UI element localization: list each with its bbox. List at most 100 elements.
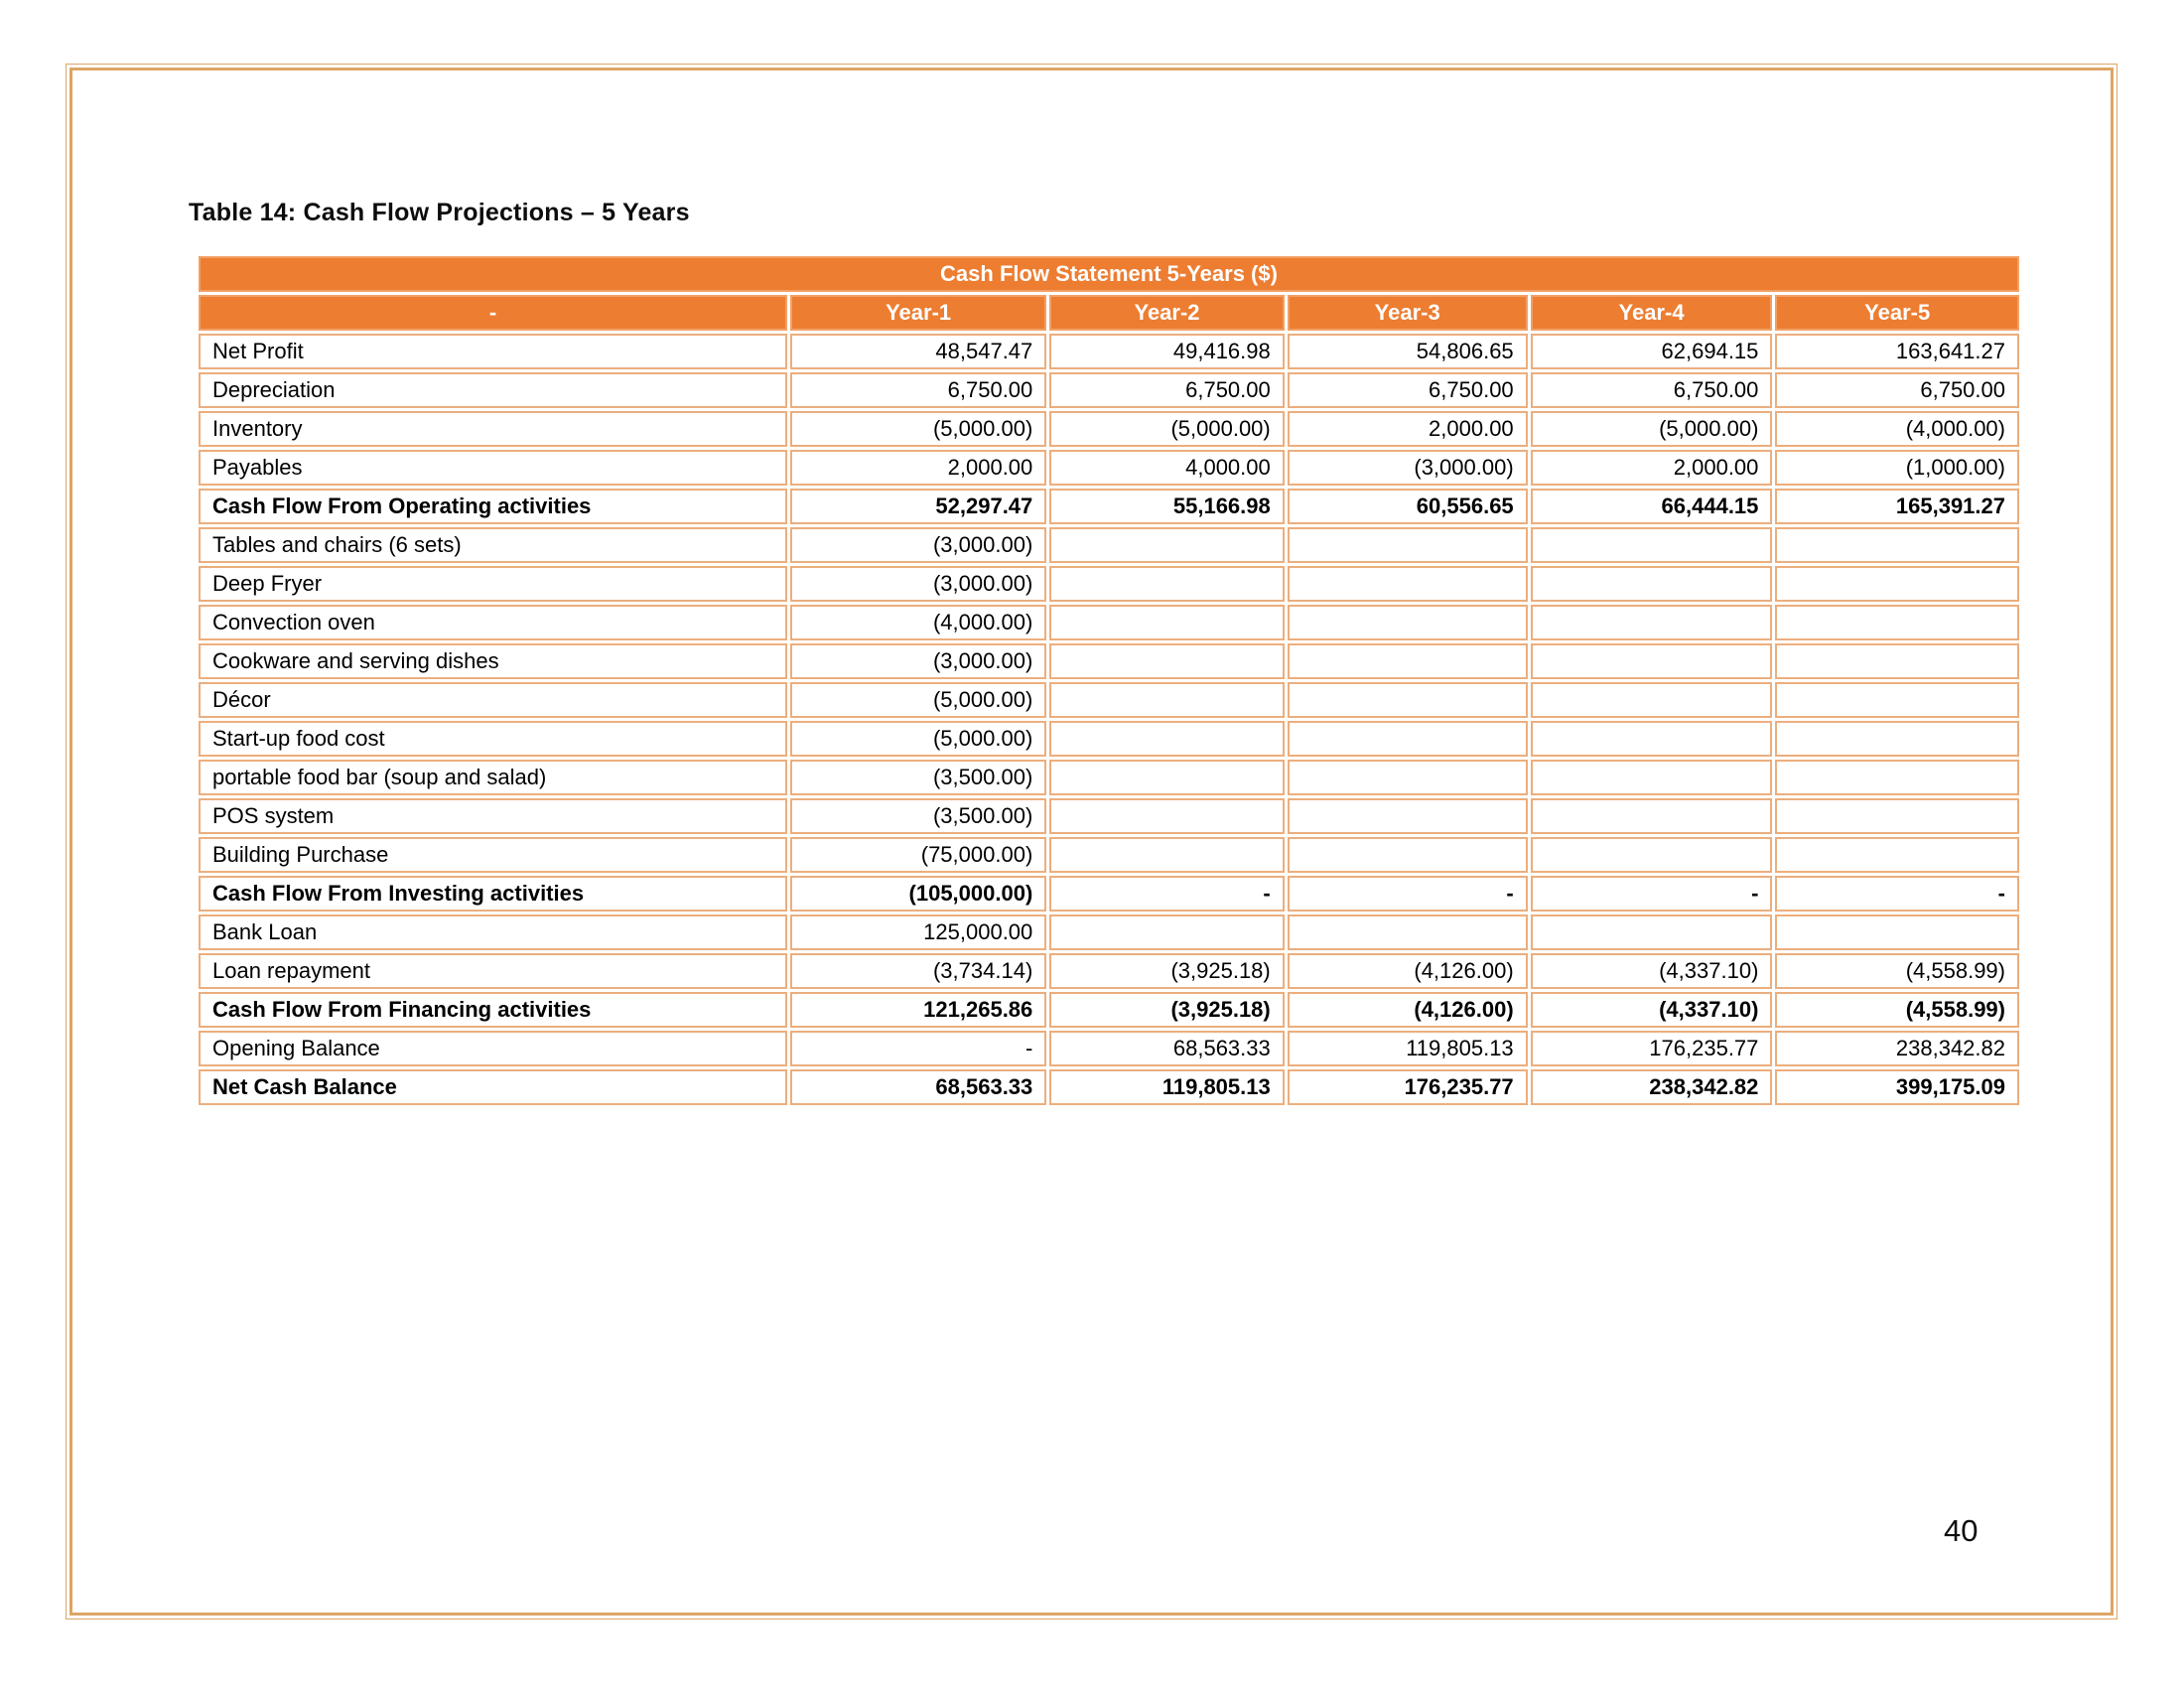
row-label: Cookware and serving dishes bbox=[199, 643, 787, 679]
row-value: 176,235.77 bbox=[1530, 1031, 1773, 1066]
row-value: (105,000.00) bbox=[789, 876, 1047, 912]
row-value bbox=[1287, 527, 1528, 563]
row-value: (4,337.10) bbox=[1530, 953, 1773, 989]
row-value: (3,734.14) bbox=[789, 953, 1047, 989]
row-value: (4,000.00) bbox=[789, 605, 1047, 640]
row-value bbox=[1530, 721, 1773, 757]
row-value bbox=[1530, 837, 1773, 873]
row-label: Payables bbox=[199, 450, 787, 486]
row-value: (4,000.00) bbox=[1775, 411, 2019, 447]
row-value bbox=[1775, 643, 2019, 679]
cash-flow-table: Cash Flow Statement 5-Years ($) - Year-1… bbox=[196, 253, 2022, 1108]
row-label: Décor bbox=[199, 682, 787, 718]
table-row: Cash Flow From Investing activities (105,… bbox=[199, 876, 2019, 912]
row-value bbox=[1287, 760, 1528, 795]
table-row: Inventory (5,000.00) (5,000.00) 2,000.00 (5,… bbox=[199, 411, 2019, 447]
row-value: 68,563.33 bbox=[789, 1069, 1047, 1105]
row-value: - bbox=[1287, 876, 1528, 912]
table-row: Cash Flow From Financing activities 121,2… bbox=[199, 992, 2019, 1028]
row-label: Loan repayment bbox=[199, 953, 787, 989]
row-value bbox=[1530, 760, 1773, 795]
row-value: 52,297.47 bbox=[789, 489, 1047, 524]
table-row: Tables and chairs (6 sets) (3,000.00) bbox=[199, 527, 2019, 563]
row-value: 125,000.00 bbox=[789, 914, 1047, 950]
row-label: Net Cash Balance bbox=[199, 1069, 787, 1105]
row-value: (4,558.99) bbox=[1775, 992, 2019, 1028]
row-value: - bbox=[1530, 876, 1773, 912]
row-value: 176,235.77 bbox=[1287, 1069, 1528, 1105]
row-value: (5,000.00) bbox=[789, 411, 1047, 447]
row-value: (3,000.00) bbox=[789, 566, 1047, 602]
table-row: Start-up food cost (5,000.00) bbox=[199, 721, 2019, 757]
column-header-year4: Year-4 bbox=[1530, 295, 1773, 331]
row-value: 6,750.00 bbox=[1530, 372, 1773, 408]
row-label: Deep Fryer bbox=[199, 566, 787, 602]
page-border-inner bbox=[69, 68, 2114, 1616]
row-label: Cash Flow From Investing activities bbox=[199, 876, 787, 912]
row-value: (5,000.00) bbox=[789, 721, 1047, 757]
row-value: - bbox=[789, 1031, 1047, 1066]
row-value: - bbox=[1049, 876, 1285, 912]
row-label: Tables and chairs (6 sets) bbox=[199, 527, 787, 563]
row-value bbox=[1530, 798, 1773, 834]
row-value: 119,805.13 bbox=[1287, 1031, 1528, 1066]
row-value: 4,000.00 bbox=[1049, 450, 1285, 486]
row-value: 6,750.00 bbox=[1049, 372, 1285, 408]
row-value: (75,000.00) bbox=[789, 837, 1047, 873]
row-value bbox=[1049, 527, 1285, 563]
row-value bbox=[1287, 914, 1528, 950]
row-value bbox=[1775, 914, 2019, 950]
column-header-year3: Year-3 bbox=[1287, 295, 1528, 331]
row-value: (3,500.00) bbox=[789, 798, 1047, 834]
page-number: 40 bbox=[1944, 1513, 1979, 1548]
row-value: 6,750.00 bbox=[789, 372, 1047, 408]
row-value: (3,000.00) bbox=[789, 643, 1047, 679]
row-value: (4,126.00) bbox=[1287, 992, 1528, 1028]
row-value: (4,337.10) bbox=[1530, 992, 1773, 1028]
row-value bbox=[1530, 682, 1773, 718]
row-value: 399,175.09 bbox=[1775, 1069, 2019, 1105]
row-label: Start-up food cost bbox=[199, 721, 787, 757]
row-value: 48,547.47 bbox=[789, 334, 1047, 369]
table-title-row: Cash Flow Statement 5-Years ($) bbox=[199, 256, 2019, 292]
row-value: 54,806.65 bbox=[1287, 334, 1528, 369]
row-label: Building Purchase bbox=[199, 837, 787, 873]
table-row: Building Purchase (75,000.00) bbox=[199, 837, 2019, 873]
row-value bbox=[1287, 798, 1528, 834]
page-title: Table 14: Cash Flow Projections – 5 Year… bbox=[189, 199, 690, 226]
row-label: Depreciation bbox=[199, 372, 787, 408]
row-label: Bank Loan bbox=[199, 914, 787, 950]
table-row: POS system (3,500.00) bbox=[199, 798, 2019, 834]
table-row: Net Profit 48,547.47 49,416.98 54,806.65 62,… bbox=[199, 334, 2019, 369]
row-value bbox=[1530, 527, 1773, 563]
row-value: 60,556.65 bbox=[1287, 489, 1528, 524]
row-value: 2,000.00 bbox=[1530, 450, 1773, 486]
row-value: (3,000.00) bbox=[1287, 450, 1528, 486]
table-row: Loan repayment (3,734.14) (3,925.18) (4,126… bbox=[199, 953, 2019, 989]
row-value: 119,805.13 bbox=[1049, 1069, 1285, 1105]
row-value: 2,000.00 bbox=[1287, 411, 1528, 447]
row-value: 6,750.00 bbox=[1287, 372, 1528, 408]
row-value: 55,166.98 bbox=[1049, 489, 1285, 524]
table-row: Deep Fryer (3,000.00) bbox=[199, 566, 2019, 602]
row-label: Cash Flow From Operating activities bbox=[199, 489, 787, 524]
table-header-row: - Year-1 Year-2 Year-3 Year-4 Year-5 bbox=[199, 295, 2019, 331]
row-value: 2,000.00 bbox=[789, 450, 1047, 486]
row-value bbox=[1775, 798, 2019, 834]
row-label: POS system bbox=[199, 798, 787, 834]
column-header-year1: Year-1 bbox=[789, 295, 1047, 331]
table-body: Net Profit 48,547.47 49,416.98 54,806.65 62,… bbox=[199, 334, 2019, 1105]
row-value bbox=[1530, 643, 1773, 679]
row-value: (5,000.00) bbox=[1530, 411, 1773, 447]
row-value: 238,342.82 bbox=[1530, 1069, 1773, 1105]
row-value bbox=[1775, 721, 2019, 757]
table-row: portable food bar (soup and salad) (3,500… bbox=[199, 760, 2019, 795]
row-value bbox=[1287, 566, 1528, 602]
row-value bbox=[1775, 760, 2019, 795]
row-value: (3,000.00) bbox=[789, 527, 1047, 563]
row-value: (4,558.99) bbox=[1775, 953, 2019, 989]
row-value: (5,000.00) bbox=[789, 682, 1047, 718]
row-value bbox=[1049, 914, 1285, 950]
table-row: Payables 2,000.00 4,000.00 (3,000.00) 2,000.… bbox=[199, 450, 2019, 486]
row-value bbox=[1287, 837, 1528, 873]
